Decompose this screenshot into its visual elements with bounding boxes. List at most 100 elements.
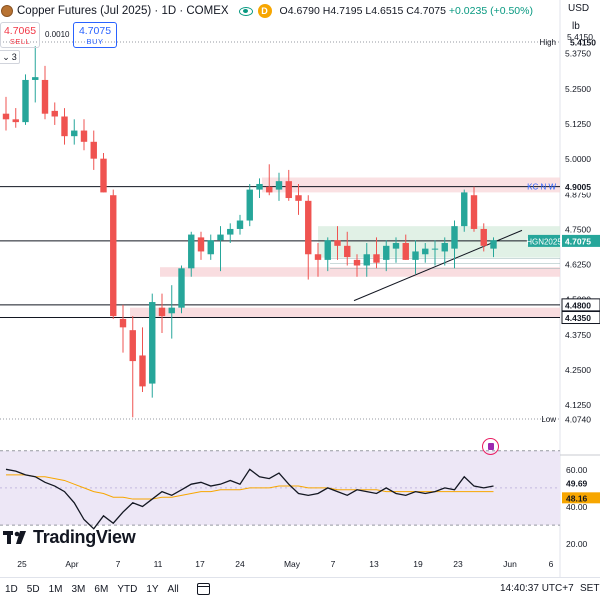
resistance-price-box: [562, 180, 600, 193]
candle-body: [324, 240, 331, 260]
price-tick-label: 4.7500: [565, 224, 591, 234]
rsi-tick-label: 20.00: [566, 539, 588, 549]
rsi-line: [5, 468, 494, 530]
sell-button[interactable]: 4.7065 SELL: [0, 22, 40, 48]
resistance-tag: KC N W: [527, 183, 556, 192]
timeframe-5d[interactable]: 5D: [26, 583, 40, 595]
timeframe-ytd[interactable]: YTD: [117, 583, 138, 595]
candle-body: [51, 110, 58, 117]
candle-body: [246, 189, 253, 221]
rsi-tick-label: 40.00: [566, 502, 588, 512]
visibility-eye-icon[interactable]: [238, 6, 253, 16]
timeframe-1m[interactable]: 1M: [48, 583, 63, 595]
timeframe-1y[interactable]: 1Y: [146, 583, 159, 595]
support-zone-lower: [130, 307, 560, 318]
alert-icon[interactable]: [482, 438, 499, 455]
candle-body: [451, 226, 458, 249]
candle-body: [197, 237, 205, 252]
indicator-count: 3: [11, 52, 17, 62]
rsi-ma-line: [6, 474, 494, 500]
x-tick-label: 24: [235, 559, 245, 569]
low-tag: Low: [541, 415, 556, 424]
rsi-value-box: [562, 477, 600, 489]
x-tick-label: 7: [116, 559, 121, 569]
candle-body: [402, 243, 409, 260]
delayed-data-badge[interactable]: D: [257, 4, 272, 18]
x-tick-label: 17: [195, 559, 205, 569]
scale-unit-label[interactable]: lb: [572, 21, 580, 32]
x-tick-label: May: [284, 559, 301, 569]
calendar-icon[interactable]: [196, 583, 210, 595]
price-tick-label: 4.8750: [565, 189, 591, 199]
candle-body: [32, 77, 39, 80]
candle-body: [22, 79, 29, 123]
candle-body: [266, 186, 273, 193]
candle-body: [61, 116, 68, 137]
currency-label[interactable]: USD: [568, 3, 590, 14]
price-tick-label: 5.1250: [565, 119, 591, 129]
x-tick-label: 13: [369, 559, 379, 569]
candle-body: [344, 245, 351, 258]
copper-logo-icon: [1, 5, 13, 17]
x-tick-label: Jun: [503, 559, 517, 569]
candle-body: [2, 113, 10, 120]
price-tick-label: 4.2500: [565, 365, 591, 375]
price-tick-label: 5.2500: [565, 84, 591, 94]
candle-body: [383, 245, 390, 260]
timeframe-all[interactable]: All: [167, 583, 179, 595]
buy-label: BUY: [86, 37, 104, 46]
rsi-tick-label: 60.00: [566, 465, 588, 475]
current-price: 4.7075: [565, 236, 591, 246]
candle-body: [461, 192, 468, 227]
price-tick-label: 4.3750: [565, 330, 591, 340]
high-tag: High: [540, 38, 556, 47]
candle-body: [256, 183, 263, 190]
candle-body: [217, 234, 224, 241]
rsi-value: 49.69: [566, 478, 588, 488]
candle-body: [100, 158, 107, 193]
change-value: +0.0235 (+0.50%): [448, 5, 533, 17]
price-tick-label: 4.6250: [565, 260, 591, 270]
candle-body: [275, 181, 283, 190]
candle-body: [295, 195, 302, 201]
timeframe-1d[interactable]: 1D: [5, 583, 18, 595]
buy-button[interactable]: 4.7075 BUY: [73, 22, 117, 48]
candle-body: [119, 318, 127, 328]
candle-body: [441, 243, 448, 252]
candle-body: [431, 248, 439, 250]
close-value: C4.7075: [406, 5, 446, 17]
candle-body: [12, 119, 19, 123]
indicators-collapse-button[interactable]: ⌄ 3: [0, 50, 20, 64]
timeframe-6m[interactable]: 6M: [94, 583, 109, 595]
candle-body: [41, 79, 49, 114]
high-price-value: 5.4150: [570, 38, 596, 48]
timeframe-3m[interactable]: 3M: [71, 583, 86, 595]
candle-body: [363, 254, 370, 266]
candle-body: [334, 240, 341, 246]
bottom-toolbar: 1D 5D 1M 3M 6M YTD 1Y All 14:40:37 UTC+7…: [0, 577, 600, 600]
high-value-label: 5.4150: [567, 32, 593, 42]
settings-label[interactable]: SET: [580, 583, 600, 594]
high-price-box: [561, 35, 600, 49]
x-tick-label: 25: [17, 559, 27, 569]
support-upper-box: [561, 298, 600, 312]
chevron-down-icon: ⌄: [2, 51, 10, 62]
candle-body: [470, 195, 478, 229]
current-price-box: [562, 234, 600, 247]
candle-body: [422, 248, 429, 255]
symbol-tag: HGN2025: [526, 237, 562, 246]
candle-body: [178, 268, 185, 308]
price-tick-label: 4.1250: [565, 400, 591, 410]
low-value: L4.6515: [365, 5, 404, 17]
value-zone: [318, 226, 560, 258]
support-lower-price: 4.4350: [565, 313, 591, 323]
resistance-zone: [262, 177, 560, 193]
ohlc-values: O4.6790 H4.7195 L4.6515 C4.7075 +0.0235 …: [280, 5, 533, 17]
candle-body: [314, 254, 322, 260]
candle-body: [207, 240, 214, 255]
candle-body: [188, 234, 195, 269]
clock-time[interactable]: 14:40:37 UTC+7: [500, 583, 574, 594]
symbol-title[interactable]: Copper Futures (Jul 2025) · 1D · COMEX: [17, 5, 229, 17]
